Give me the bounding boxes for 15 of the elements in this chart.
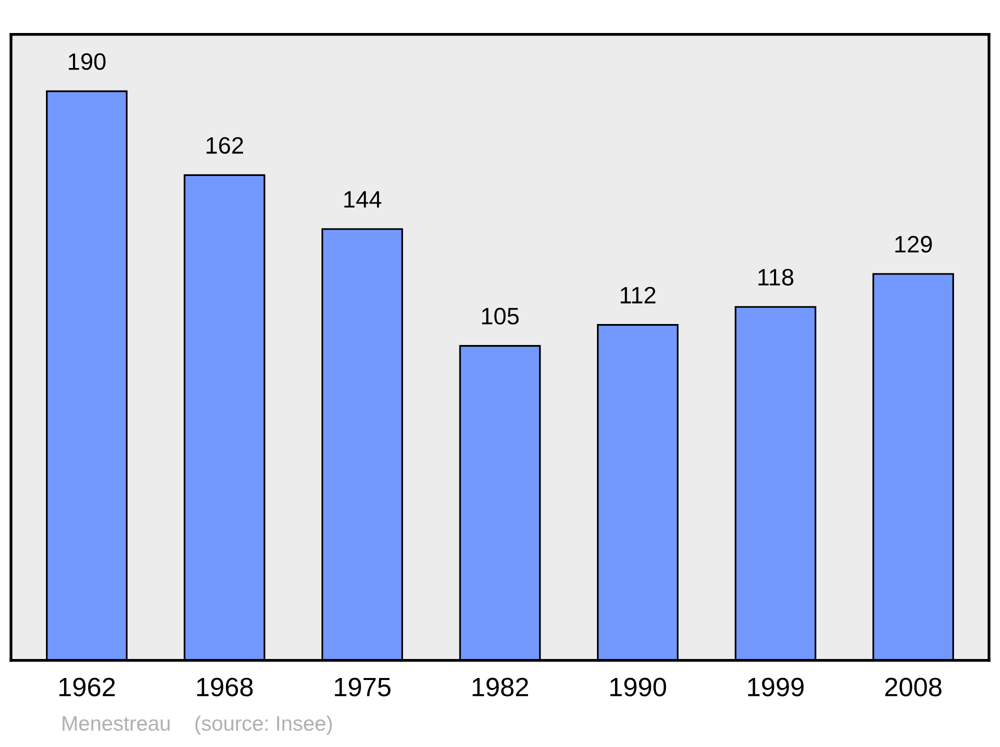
- data-label: 162: [206, 137, 244, 154]
- x-tick-label: 1968: [197, 678, 253, 696]
- x-tick-label: 2008: [885, 678, 942, 696]
- data-label: 105: [482, 308, 519, 325]
- data-label: 144: [344, 191, 382, 208]
- x-tick-label: 1975: [334, 678, 391, 696]
- data-label: 190: [68, 53, 106, 70]
- data-label: 118: [758, 268, 794, 286]
- x-tick-label: 1962: [59, 678, 115, 696]
- x-tick-label: 1999: [748, 678, 804, 696]
- x-tick-label: 1982: [472, 678, 528, 696]
- data-label: 112: [620, 286, 656, 304]
- data-label: 129: [895, 236, 932, 253]
- x-tick-label: 1990: [610, 678, 666, 696]
- text: Menestreau (source: Insee): [62, 715, 332, 735]
